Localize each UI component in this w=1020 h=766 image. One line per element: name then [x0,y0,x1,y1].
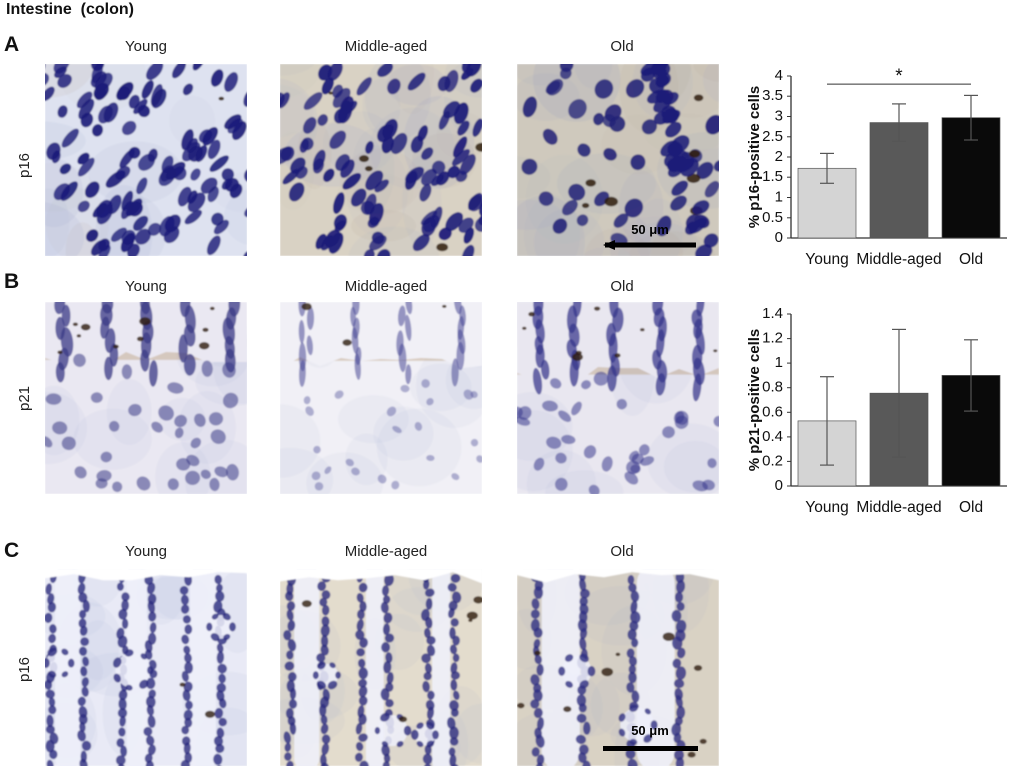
svg-text:1: 1 [775,354,783,371]
svg-text:1.5: 1.5 [762,168,783,185]
svg-text:0.6: 0.6 [762,403,783,420]
svg-text:3.5: 3.5 [762,87,783,104]
svg-text:0.2: 0.2 [762,452,783,469]
svg-text:0: 0 [775,477,783,494]
svg-text:0: 0 [775,229,783,246]
svg-text:2: 2 [775,148,783,165]
svg-text:% p16-positive cells: % p16-positive cells [746,86,763,229]
svg-text:0.4: 0.4 [762,428,783,445]
svg-text:Middle-aged: Middle-aged [856,251,941,268]
svg-text:2.5: 2.5 [762,128,783,145]
svg-text:Young: Young [805,251,848,268]
svg-text:0.5: 0.5 [762,209,783,226]
svg-text:% p21-positive cells: % p21-positive cells [746,329,763,472]
svg-text:0.8: 0.8 [762,379,783,396]
svg-text:1.4: 1.4 [762,305,783,322]
svg-text:4: 4 [775,67,783,84]
svg-text:1: 1 [775,189,783,206]
svg-text:Old: Old [959,499,983,516]
svg-text:*: * [895,66,903,87]
svg-text:Middle-aged: Middle-aged [856,499,941,516]
svg-text:Old: Old [959,251,983,268]
svg-text:3: 3 [775,108,783,125]
svg-text:1.2: 1.2 [762,330,783,347]
svg-text:Young: Young [805,499,848,516]
